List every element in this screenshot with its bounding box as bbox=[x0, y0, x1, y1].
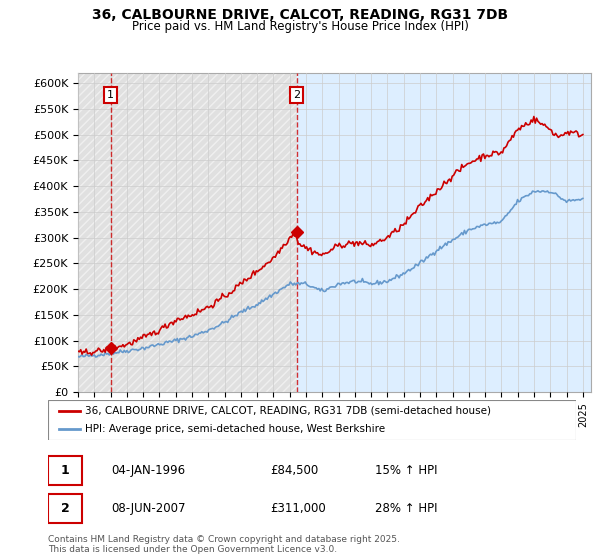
Text: 08-JUN-2007: 08-JUN-2007 bbox=[112, 502, 186, 515]
Text: 1: 1 bbox=[61, 464, 70, 477]
Text: Contains HM Land Registry data © Crown copyright and database right 2025.
This d: Contains HM Land Registry data © Crown c… bbox=[48, 535, 400, 554]
Text: 15% ↑ HPI: 15% ↑ HPI bbox=[376, 464, 438, 477]
Text: £311,000: £311,000 bbox=[270, 502, 326, 515]
Text: 2: 2 bbox=[61, 502, 70, 515]
Bar bbox=[296, 73, 591, 392]
Text: 04-JAN-1996: 04-JAN-1996 bbox=[112, 464, 185, 477]
FancyBboxPatch shape bbox=[48, 400, 576, 440]
Text: 36, CALBOURNE DRIVE, CALCOT, READING, RG31 7DB: 36, CALBOURNE DRIVE, CALCOT, READING, RG… bbox=[92, 8, 508, 22]
Text: 1: 1 bbox=[107, 90, 114, 100]
Text: Price paid vs. HM Land Registry's House Price Index (HPI): Price paid vs. HM Land Registry's House … bbox=[131, 20, 469, 32]
Text: 36, CALBOURNE DRIVE, CALCOT, READING, RG31 7DB (semi-detached house): 36, CALBOURNE DRIVE, CALCOT, READING, RG… bbox=[85, 406, 491, 416]
FancyBboxPatch shape bbox=[48, 494, 82, 522]
Bar bbox=[78, 73, 296, 392]
Text: HPI: Average price, semi-detached house, West Berkshire: HPI: Average price, semi-detached house,… bbox=[85, 424, 385, 434]
Bar bbox=[78, 73, 296, 392]
Text: £84,500: £84,500 bbox=[270, 464, 318, 477]
Text: 28% ↑ HPI: 28% ↑ HPI bbox=[376, 502, 438, 515]
Text: 2: 2 bbox=[293, 90, 300, 100]
FancyBboxPatch shape bbox=[48, 456, 82, 485]
